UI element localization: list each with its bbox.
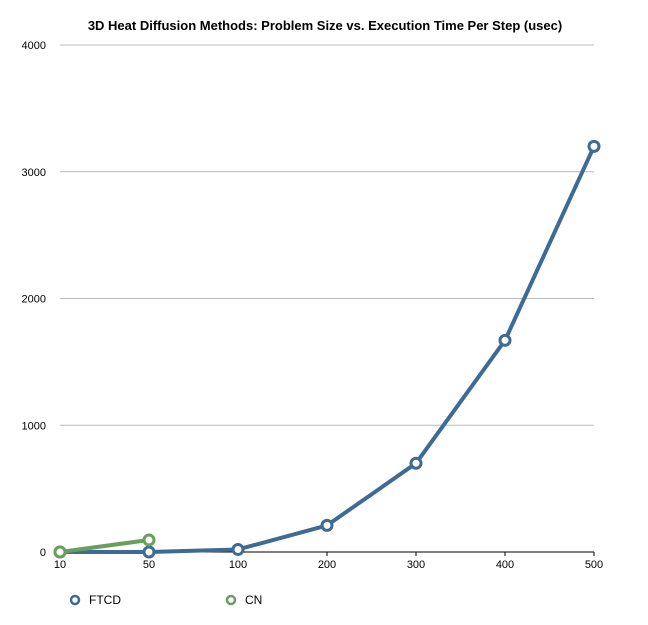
- data-point-ftcd: [409, 456, 423, 470]
- x-tick-label: 200: [318, 559, 336, 571]
- y-tick-label: 4000: [22, 40, 46, 52]
- legend-marker-cn: [225, 594, 237, 606]
- chart-title: 3D Heat Diffusion Methods: Problem Size …: [88, 18, 562, 33]
- y-tick-label: 3000: [22, 167, 46, 179]
- x-tick-label: 10: [54, 559, 66, 571]
- x-tick-label: 400: [496, 559, 514, 571]
- series-line-cn: [59, 537, 150, 554]
- series-line-ftcd: [60, 145, 596, 554]
- y-tick-label: 0: [40, 547, 46, 559]
- x-tick-label: 50: [143, 559, 155, 571]
- series-layer: [53, 139, 601, 559]
- legend-label-cn: CN: [245, 593, 262, 607]
- legend: FTCD CN: [69, 593, 262, 607]
- x-tick-label: 100: [229, 559, 247, 571]
- x-tick-label: 300: [407, 559, 425, 571]
- data-point-ftcd: [142, 545, 156, 559]
- data-point-cn: [53, 545, 67, 559]
- grid: [60, 44, 594, 426]
- legend-label-ftcd: FTCD: [89, 593, 121, 607]
- data-point-ftcd: [587, 139, 601, 153]
- data-point-ftcd: [320, 518, 334, 532]
- data-point-cn: [142, 533, 156, 547]
- data-point-ftcd: [231, 542, 245, 556]
- data-point-ftcd: [498, 333, 512, 347]
- legend-marker-ftcd: [69, 594, 81, 606]
- y-tick-label: 2000: [22, 294, 46, 306]
- axes: 0 1000 2000 3000 4000 10 50 100 200 300 400 500: [22, 40, 604, 571]
- y-tick-label: 1000: [22, 420, 46, 432]
- x-tick-label: 500: [585, 559, 603, 571]
